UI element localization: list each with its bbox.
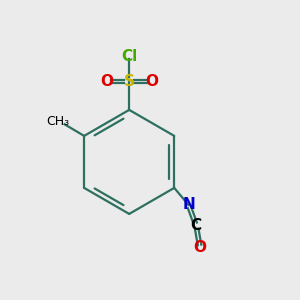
Text: N: N [182,197,195,212]
Text: Cl: Cl [121,49,137,64]
Text: O: O [100,74,113,89]
Text: S: S [124,74,135,89]
Text: C: C [190,218,202,233]
Text: O: O [145,74,158,89]
Text: O: O [194,240,207,255]
Text: CH₃: CH₃ [46,115,70,128]
